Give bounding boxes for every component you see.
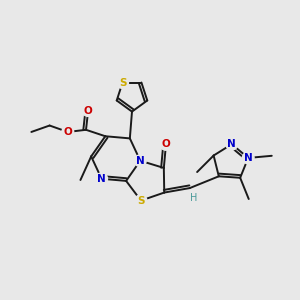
Circle shape [82, 105, 94, 116]
Text: N: N [227, 139, 236, 149]
Circle shape [117, 76, 128, 88]
Text: N: N [136, 156, 145, 166]
Circle shape [160, 139, 172, 150]
Text: O: O [84, 106, 92, 116]
Circle shape [96, 173, 107, 185]
Text: S: S [119, 77, 126, 88]
Text: H: H [190, 193, 198, 203]
Text: O: O [162, 140, 170, 149]
Text: S: S [137, 196, 145, 206]
Circle shape [134, 155, 146, 167]
Text: N: N [244, 153, 253, 163]
Text: N: N [97, 174, 106, 184]
Circle shape [242, 152, 254, 164]
Circle shape [62, 126, 74, 138]
Text: O: O [63, 127, 72, 137]
Circle shape [226, 138, 238, 150]
Circle shape [135, 195, 147, 206]
Circle shape [190, 194, 198, 202]
